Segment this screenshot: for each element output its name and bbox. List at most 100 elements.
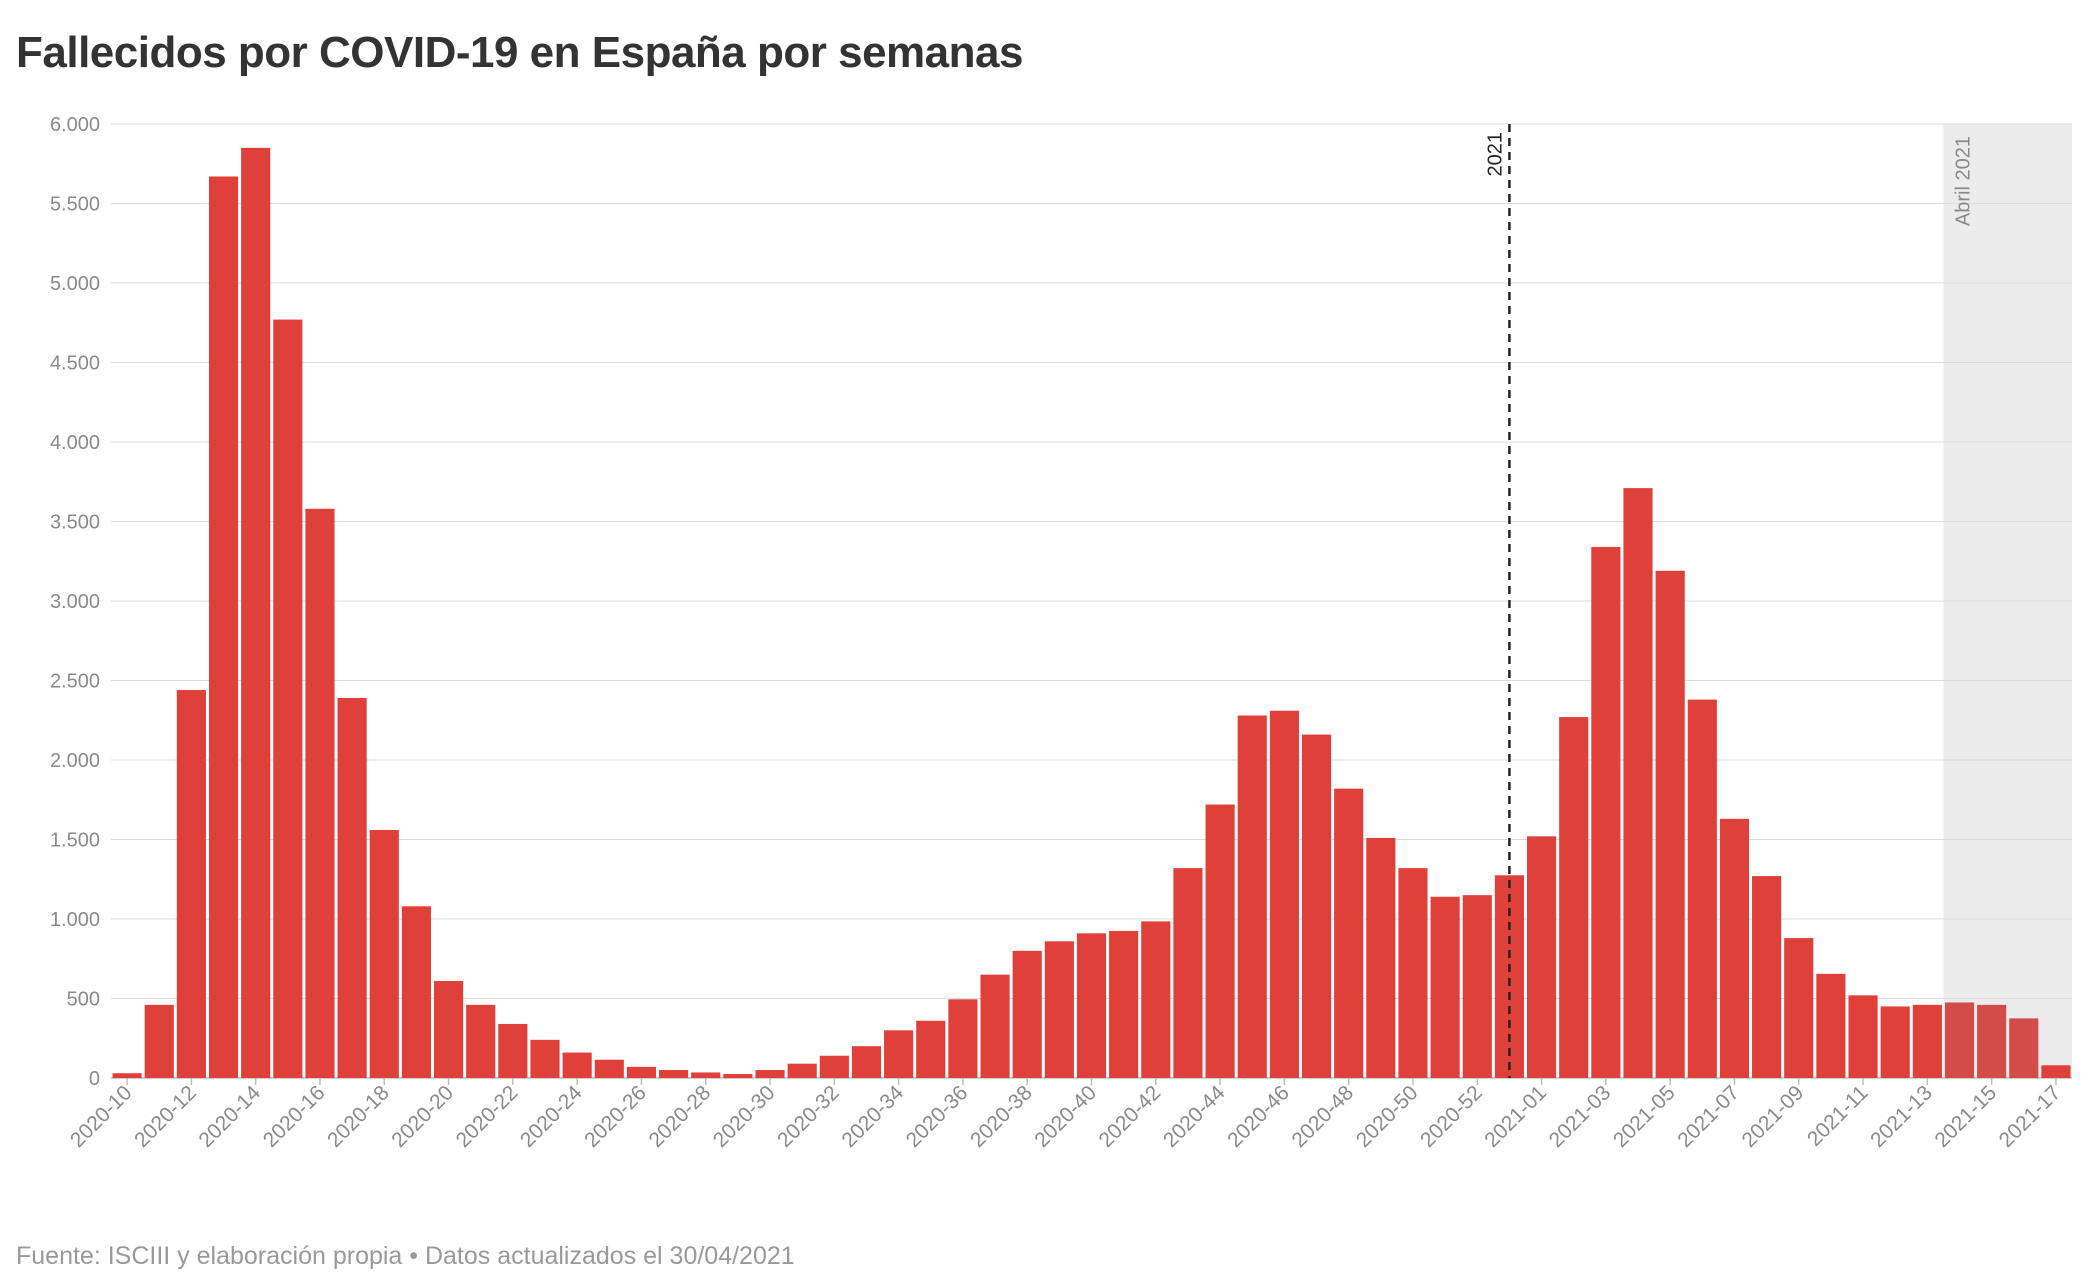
bar-2021-15 <box>1977 1004 2007 1078</box>
y-tick-label: 3.000 <box>50 591 100 613</box>
x-tick-label: 2020-14 <box>194 1081 265 1152</box>
bar-2020-28 <box>691 1072 721 1078</box>
bar-2021-05 <box>1655 570 1685 1078</box>
bar-2021-09 <box>1784 938 1814 1078</box>
x-tick-label: 2020-48 <box>1287 1081 1358 1152</box>
bar-2020-12 <box>176 690 206 1078</box>
bar-2020-18 <box>369 829 399 1078</box>
y-tick-label: 1.500 <box>50 830 100 852</box>
bar-2020-51 <box>1430 896 1460 1078</box>
bar-chart: 0 500 1.000 1.500 2.000 2.500 3.000 3.500 4.000 4… <box>50 114 2072 1152</box>
bar-2020-37 <box>980 974 1010 1078</box>
chart-title: Fallecidos por COVID-19 en España por se… <box>16 28 1023 77</box>
x-tick-label: 2020-40 <box>1030 1081 1101 1152</box>
bars-layer <box>112 147 2071 1079</box>
x-tick-label: 2020-36 <box>902 1081 973 1152</box>
bar-2020-15 <box>273 319 303 1078</box>
x-tick-label: 2020-38 <box>966 1081 1037 1152</box>
bar-2020-36 <box>948 999 978 1078</box>
x-tick-label: 2020-44 <box>1159 1081 1230 1152</box>
bar-2020-10 <box>112 1073 142 1078</box>
y-tick-label: 5.000 <box>50 273 100 295</box>
x-tick-layer: 2020-102020-122020-142020-162020-182020-… <box>66 1078 2066 1152</box>
bar-2020-43 <box>1173 868 1203 1078</box>
bar-2020-13 <box>208 176 239 1079</box>
x-tick-label: 2020-20 <box>387 1081 458 1152</box>
x-tick-label: 2020-52 <box>1416 1081 1487 1152</box>
bar-2021-17 <box>2041 1065 2071 1078</box>
bar-2021-07 <box>1719 818 1750 1078</box>
y-tick-label: 4.500 <box>50 353 100 375</box>
source-note: Fuente: ISCIII y elaboración propia • Da… <box>16 1242 795 1270</box>
bar-2020-22 <box>498 1023 528 1078</box>
y-tick-label: 0 <box>89 1068 100 1090</box>
x-tick-label: 2021-07 <box>1673 1081 1744 1152</box>
x-tick-label: 2020-46 <box>1223 1081 1294 1152</box>
bar-2020-53 <box>1494 875 1524 1078</box>
x-tick-label: 2020-34 <box>837 1081 908 1152</box>
x-tick-label: 2020-22 <box>452 1081 523 1152</box>
bar-2020-44 <box>1205 804 1235 1078</box>
x-tick-label: 2020-42 <box>1095 1081 1166 1152</box>
x-tick-label: 2020-16 <box>259 1081 330 1152</box>
y-tick-label: 500 <box>67 989 100 1011</box>
bar-2021-10 <box>1816 973 1846 1078</box>
bar-2021-11 <box>1848 995 1878 1078</box>
bar-2020-32 <box>819 1055 849 1078</box>
bar-2021-16 <box>2009 1018 2039 1078</box>
x-tick-label: 2020-30 <box>709 1081 780 1152</box>
x-tick-label: 2021-03 <box>1545 1081 1616 1152</box>
y-tick-label: 4.000 <box>50 432 100 454</box>
x-tick-label: 2020-10 <box>66 1081 137 1152</box>
bar-2020-31 <box>787 1063 817 1078</box>
bar-2020-41 <box>1109 930 1139 1078</box>
bar-2020-29 <box>723 1074 753 1078</box>
y-tick-label: 5.500 <box>50 194 100 216</box>
annotation-layer: 2021 Abril 2021 <box>1484 124 1974 1078</box>
bar-2020-14 <box>241 147 271 1079</box>
bar-2021-04 <box>1623 488 1653 1078</box>
x-tick-label: 2020-26 <box>580 1081 651 1152</box>
bar-2020-34 <box>884 1030 914 1078</box>
x-tick-label: 2021-17 <box>1995 1081 2066 1152</box>
x-tick-label: 2021-11 <box>1803 1081 1873 1151</box>
x-tick-label: 2021-13 <box>1866 1081 1937 1152</box>
y-tick-label: 6.000 <box>50 114 100 136</box>
bar-2020-39 <box>1044 941 1074 1078</box>
bar-2020-38 <box>1012 950 1042 1078</box>
x-tick-label: 2020-32 <box>773 1081 844 1152</box>
bar-2021-03 <box>1591 546 1621 1078</box>
x-tick-label: 2020-12 <box>130 1081 201 1152</box>
x-tick-label: 2020-18 <box>323 1081 394 1152</box>
bar-2021-08 <box>1752 876 1782 1078</box>
bar-2020-47 <box>1301 734 1332 1078</box>
bar-2020-27 <box>659 1070 689 1078</box>
bar-2020-19 <box>401 906 431 1078</box>
y-tick-label: 3.500 <box>50 512 100 534</box>
bar-2020-17 <box>337 697 367 1078</box>
bar-2020-24 <box>562 1052 592 1078</box>
x-tick-label: 2020-50 <box>1352 1081 1423 1152</box>
x-tick-label: 2021-09 <box>1738 1081 1809 1152</box>
bar-2020-35 <box>916 1020 946 1078</box>
y-tick-label: 1.000 <box>50 909 100 931</box>
bar-2020-49 <box>1366 837 1396 1078</box>
bar-2021-02 <box>1559 717 1589 1078</box>
april-band-label: Abril 2021 <box>1952 136 1974 226</box>
year-divider-label: 2021 <box>1484 132 1506 177</box>
bar-2020-21 <box>466 1004 496 1078</box>
bar-2021-01 <box>1526 836 1557 1078</box>
bar-2020-45 <box>1237 715 1267 1078</box>
bar-2020-52 <box>1462 895 1492 1078</box>
bar-2020-46 <box>1269 710 1299 1078</box>
bar-2020-40 <box>1076 933 1107 1078</box>
x-tick-label: 2020-28 <box>644 1081 715 1152</box>
bar-2021-12 <box>1880 1006 1910 1078</box>
bar-2020-48 <box>1334 788 1364 1078</box>
bar-2020-42 <box>1141 921 1171 1078</box>
y-tick-label: 2.500 <box>50 671 100 693</box>
bar-2020-25 <box>594 1059 624 1078</box>
x-tick-label: 2021-01 <box>1480 1081 1551 1152</box>
bar-2020-33 <box>851 1046 882 1078</box>
x-tick-label: 2021-05 <box>1609 1081 1680 1152</box>
